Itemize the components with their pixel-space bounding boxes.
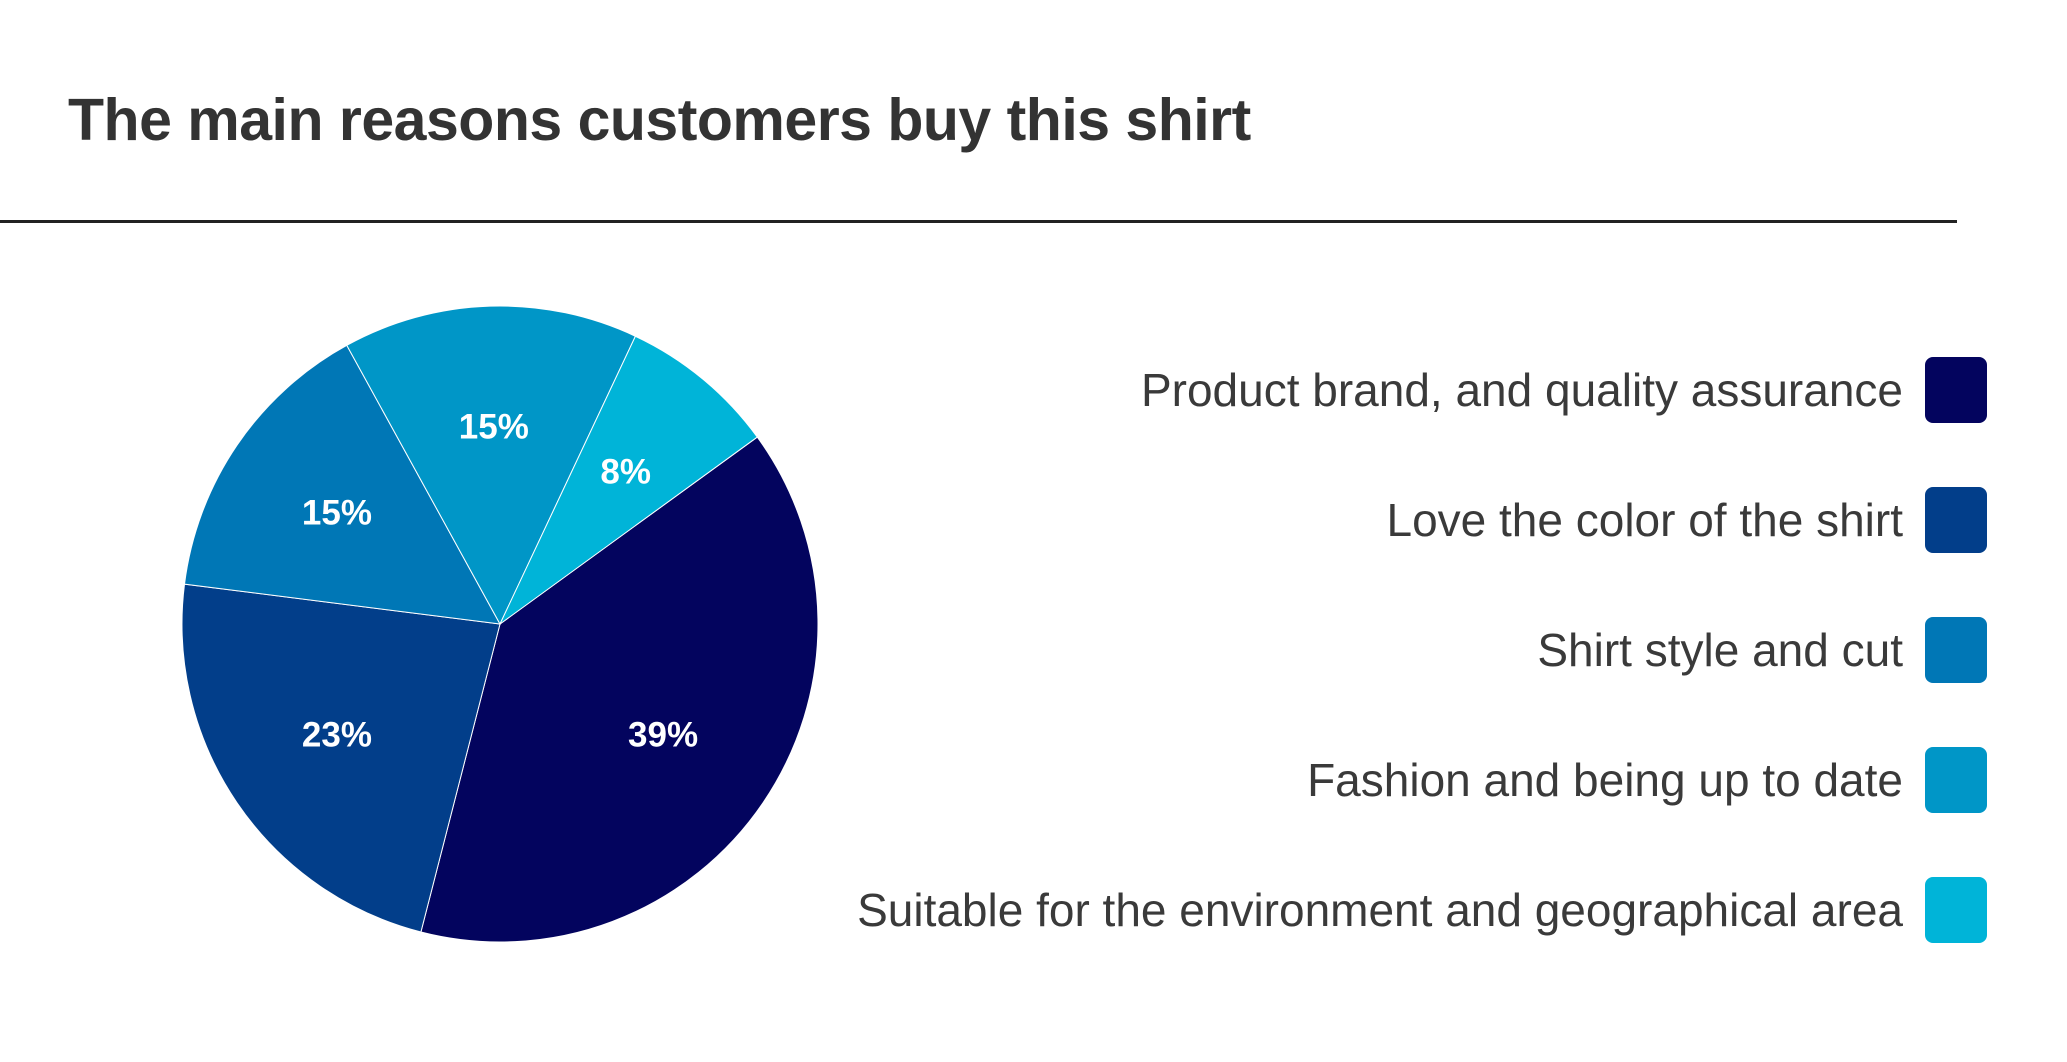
chart-legend: Product brand, and quality assurance Lov… — [857, 325, 1987, 975]
pie-slice-label: 8% — [600, 453, 651, 492]
legend-swatch — [1925, 357, 1987, 423]
legend-label: Shirt style and cut — [1537, 624, 1903, 676]
pie-slice — [346, 305, 637, 626]
legend-swatch — [1925, 617, 1987, 683]
title-divider — [0, 220, 1957, 223]
legend-item-brand-quality: Product brand, and quality assurance — [857, 325, 1987, 455]
pie-slice — [181, 583, 501, 933]
legend-swatch — [1925, 747, 1987, 813]
legend-item-fashion: Fashion and being up to date — [857, 715, 1987, 845]
legend-label: Suitable for the environment and geograp… — [857, 884, 1903, 936]
pie-slice-label: 23% — [302, 715, 372, 754]
legend-label: Love the color of the shirt — [1386, 494, 1903, 546]
legend-label: Fashion and being up to date — [1307, 754, 1903, 806]
legend-item-style-cut: Shirt style and cut — [857, 585, 1987, 715]
pie-slice — [420, 436, 819, 943]
legend-item-color: Love the color of the shirt — [857, 455, 1987, 585]
pie-slices — [181, 305, 819, 943]
pie-slice-label: 15% — [302, 494, 372, 533]
pie-slice-labels: 39% 23% 15% 15% 8% — [302, 407, 698, 754]
legend-swatch — [1925, 877, 1987, 943]
pie-slice — [499, 335, 758, 625]
legend-label: Product brand, and quality assurance — [1140, 364, 1903, 416]
chart-title: The main reasons customers buy this shir… — [68, 87, 1251, 153]
pie-slice-label: 39% — [628, 715, 698, 754]
pie-slice-label: 15% — [459, 407, 529, 446]
legend-item-environment: Suitable for the environment and geograp… — [857, 845, 1987, 975]
pie-slice — [183, 344, 501, 625]
legend-swatch — [1925, 487, 1987, 553]
